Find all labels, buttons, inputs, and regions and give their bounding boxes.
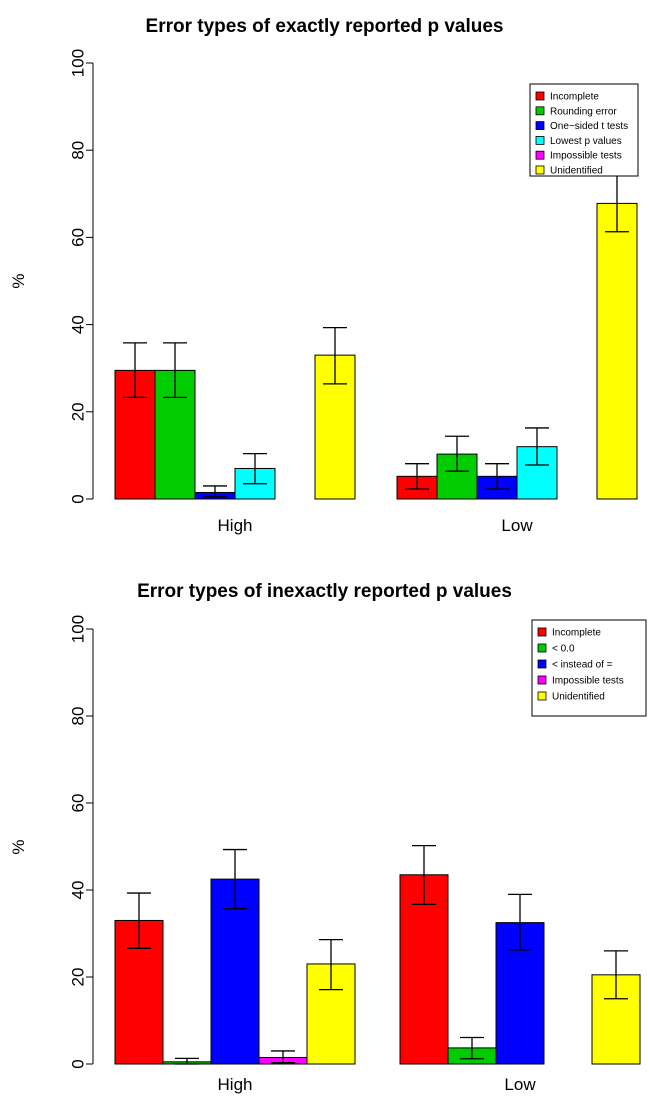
x-category-label: High [218, 1075, 253, 1094]
legend-label: < instead of = [552, 660, 613, 671]
x-category-label: Low [504, 1075, 536, 1094]
legend-swatch [535, 121, 545, 130]
legend-label: Rounding error [550, 106, 617, 117]
legend-label: Incomplete [552, 628, 601, 639]
x-category-label: High [218, 516, 253, 535]
y-tick-label: 80 [68, 141, 87, 160]
legend-swatch [537, 691, 547, 701]
legend-label: Impossible tests [552, 676, 624, 687]
y-tick-label: 100 [68, 615, 87, 643]
y-tick-label: 20 [68, 968, 87, 987]
legend-swatch [535, 165, 545, 175]
legend-label: Incomplete [550, 92, 599, 103]
legend-swatch [535, 106, 545, 116]
y-tick-label: 0 [68, 494, 87, 503]
legend-box [529, 83, 639, 177]
chart-panel-1: Error types of exactly reported p values… [9, 16, 639, 535]
legend-swatch [537, 643, 547, 653]
chart-title: Error types of exactly reported p values [146, 16, 504, 37]
y-tick-label: 40 [68, 315, 87, 334]
legend-swatch [537, 627, 547, 637]
legend-swatch [535, 135, 545, 145]
chart-panel-2: Error types of inexactly reported p valu… [9, 581, 647, 1094]
y-tick-label: 60 [68, 228, 87, 247]
bar-low-5 [596, 202, 638, 500]
legend-label: One−sided t tests [550, 121, 628, 132]
y-tick-label: 20 [68, 402, 87, 421]
legend-swatch [535, 91, 545, 101]
y-tick-label: 80 [68, 707, 87, 726]
legend-label: Lowest p values [550, 136, 622, 147]
legend-label: Unidentified [550, 166, 603, 177]
y-tick-label: 100 [68, 49, 87, 77]
bar-low-0 [399, 874, 449, 1065]
y-axis-label: % [9, 839, 28, 854]
chart-title: Error types of inexactly reported p valu… [137, 581, 512, 602]
y-axis-label: % [9, 273, 28, 288]
legend-label: Impossible tests [550, 151, 622, 162]
legend-swatch [535, 150, 545, 160]
legend-label: < 0.0 [552, 644, 575, 655]
x-category-label: Low [501, 516, 533, 535]
bar-high-2 [210, 878, 260, 1065]
y-tick-label: 0 [68, 1059, 87, 1068]
y-tick-label: 60 [68, 794, 87, 813]
legend-swatch [537, 659, 547, 669]
legend-box [531, 619, 647, 717]
y-tick-label: 40 [68, 881, 87, 900]
legend-label: Unidentified [552, 692, 605, 703]
legend-swatch [537, 675, 547, 685]
